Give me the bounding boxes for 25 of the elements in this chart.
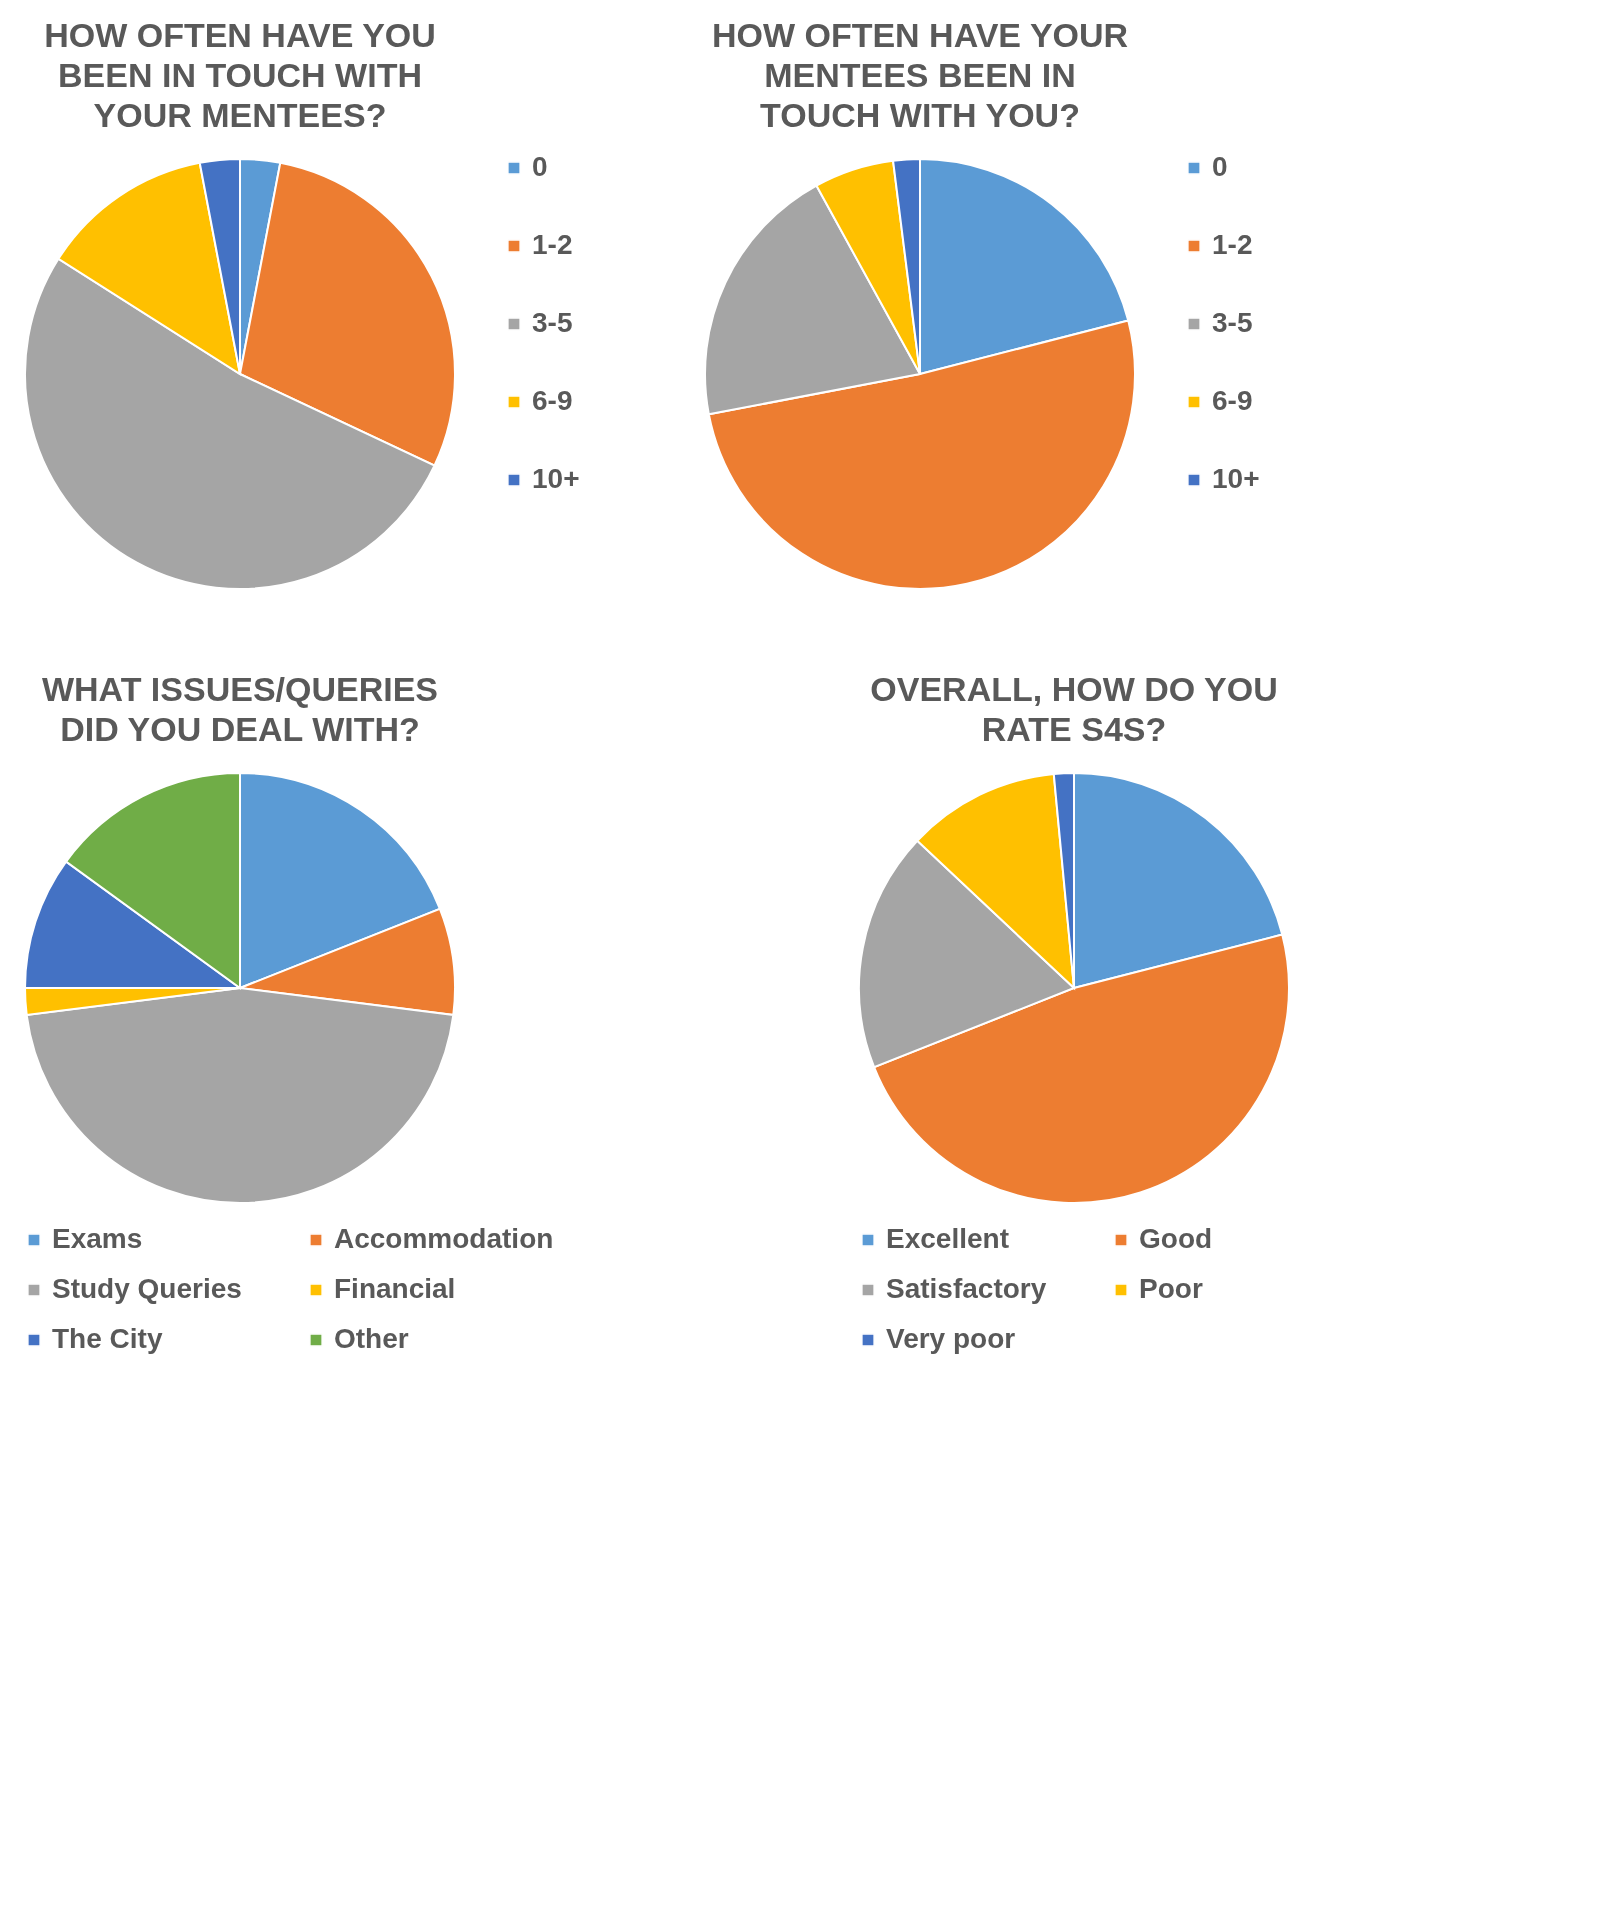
legend-label: 1-2 — [532, 229, 573, 260]
chart-title: HOW OFTEN HAVE YOU BEEN IN TOUCH WITH YOUR MENTEES? — [44, 16, 436, 134]
legend-label: Very poor — [886, 1323, 1016, 1354]
legend-label: 0 — [532, 151, 548, 182]
legend-label: Financial — [334, 1273, 456, 1304]
legend-label: 3-5 — [532, 307, 573, 338]
legend-label: The City — [52, 1323, 163, 1354]
legend-label: Satisfactory — [886, 1273, 1047, 1304]
legend-label: 6-9 — [532, 385, 573, 416]
legend-label: Exams — [52, 1223, 143, 1254]
legend-label: Accommodation — [334, 1223, 554, 1254]
legend-label: 1-2 — [1212, 229, 1253, 260]
legend-label: 10+ — [532, 463, 580, 494]
legend-label: 0 — [1212, 151, 1228, 182]
chart-title: WHAT ISSUES/QUERIES DID YOU DEAL WITH? — [41, 670, 439, 748]
legend-label: 3-5 — [1212, 307, 1253, 338]
legend-label: Good — [1139, 1223, 1213, 1254]
chart-title: OVERALL, HOW DO YOU RATE S4S? — [870, 670, 1278, 748]
legend-label: Other — [334, 1323, 409, 1354]
legend-label: Excellent — [886, 1223, 1009, 1254]
legend-label: Study Queries — [52, 1273, 242, 1304]
legend-label: 6-9 — [1212, 385, 1253, 416]
legend-label: Poor — [1139, 1273, 1203, 1304]
chart-title: HOW OFTEN HAVE YOUR MENTEES BEEN IN TOUCH WITH YOU? — [711, 16, 1129, 134]
legend-label: 10+ — [1212, 463, 1260, 494]
